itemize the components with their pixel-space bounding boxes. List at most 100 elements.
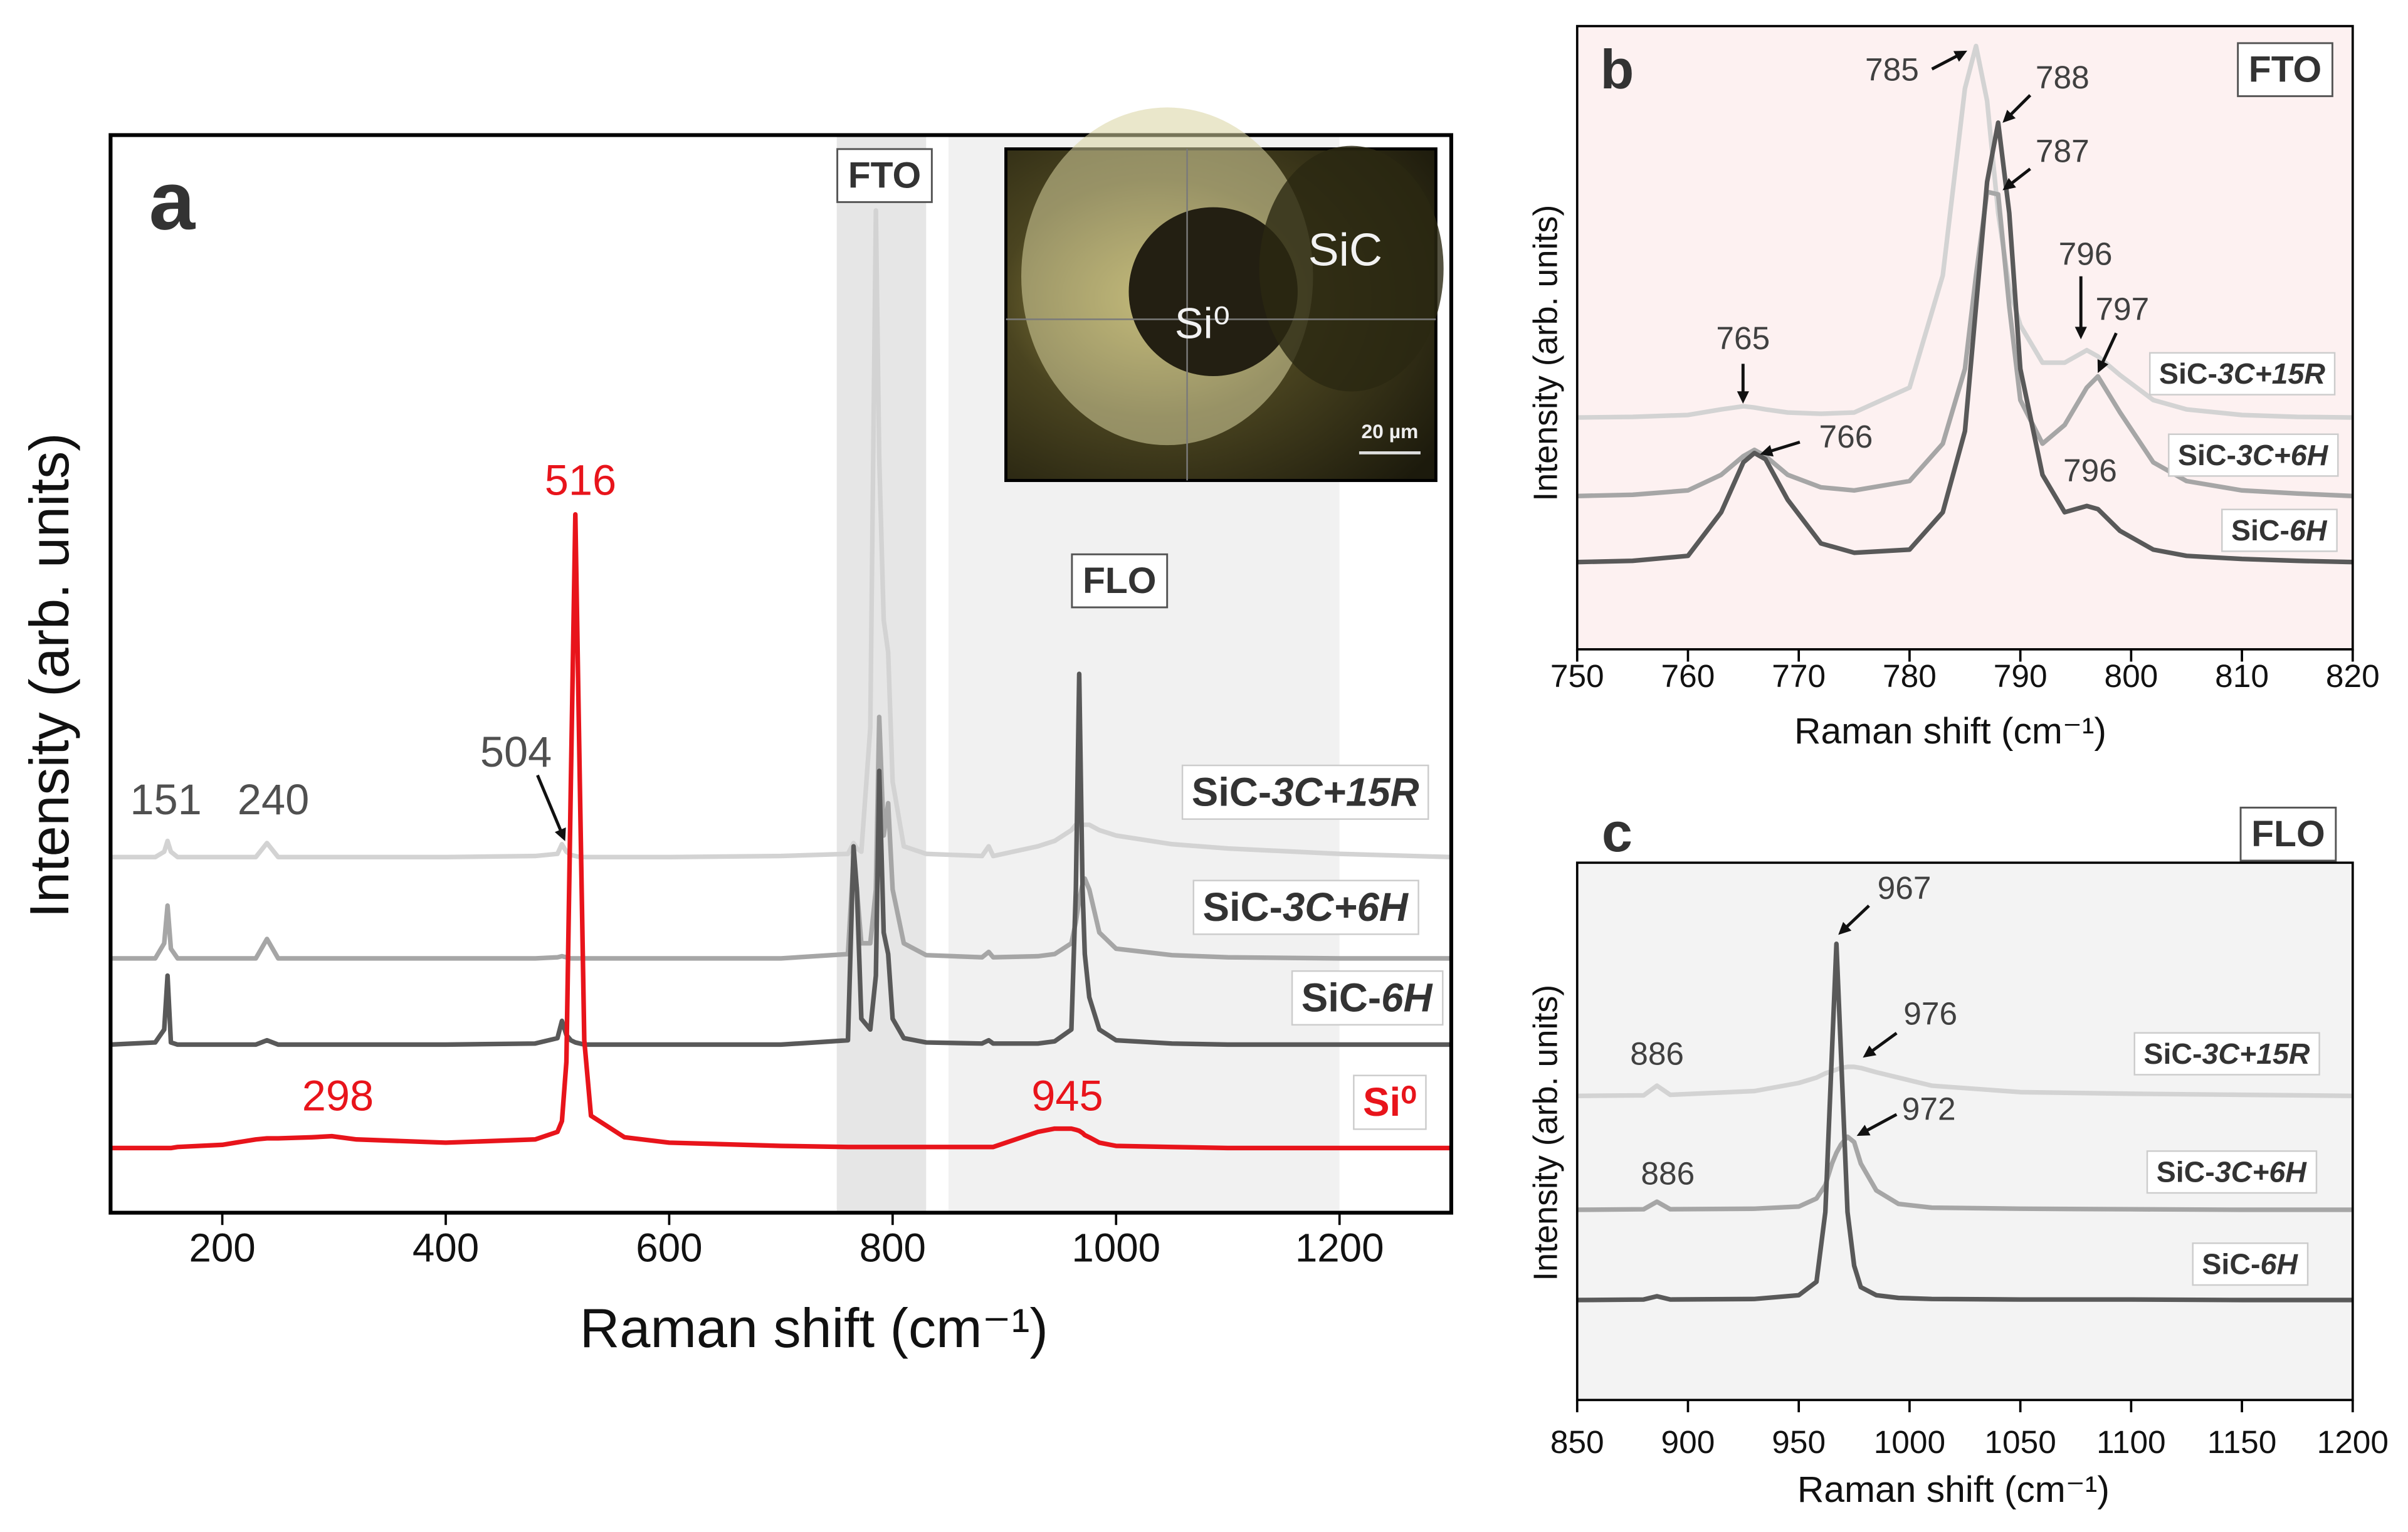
- x-tick-label: 1100: [2096, 1424, 2166, 1460]
- y-axis-title: Intensity (arb. units): [1527, 205, 1564, 501]
- legend-label: SiC-6H: [1301, 976, 1434, 1020]
- region-label: FLO: [1083, 560, 1157, 601]
- peak-label: 945: [1031, 1072, 1103, 1120]
- arrow-head: [1760, 444, 1774, 457]
- x-tick-label: 200: [189, 1226, 255, 1271]
- x-tick-label: 760: [1661, 658, 1715, 694]
- peak-label: 785: [1865, 51, 1919, 88]
- y-axis-title: Intensity (arb. units): [18, 433, 80, 918]
- spectrum-line: [1577, 1134, 2353, 1212]
- panel-letter: c: [1602, 801, 1632, 863]
- legend-box: [1181, 764, 1429, 820]
- peak-label: 796: [2059, 236, 2113, 272]
- legend-label: SiC-3C+15R: [1192, 770, 1419, 814]
- photo-shadow: [1259, 145, 1444, 392]
- arrow-head: [554, 827, 566, 841]
- region-label: FTO: [848, 155, 921, 196]
- x-tick-label: 400: [413, 1226, 479, 1271]
- x-axis-title: Raman shift (cm⁻¹): [1797, 1469, 2110, 1510]
- photo-inclusion: [1128, 207, 1298, 376]
- legend-box: [2146, 1150, 2318, 1194]
- x-tick-label: 1200: [2317, 1424, 2389, 1460]
- y-axis-title: Intensity (arb. units): [1527, 985, 1564, 1281]
- legend-label: Si⁰: [1363, 1080, 1417, 1125]
- legend-box: [2192, 1242, 2309, 1286]
- x-tick-label: 850: [1550, 1424, 1604, 1460]
- x-tick-label: 1050: [1984, 1424, 2056, 1460]
- arrow-shaft: [2010, 167, 2031, 185]
- x-tick-label: 810: [2215, 658, 2269, 694]
- arrow-head: [1856, 1125, 1871, 1136]
- plot-background: [1577, 26, 2353, 649]
- region-label: FTO: [2249, 50, 2321, 90]
- legend-label: SiC-3C+6H: [2157, 1156, 2308, 1188]
- x-tick-label: 780: [1883, 658, 1937, 694]
- legend-box: [2168, 433, 2339, 477]
- arrow-head: [2002, 177, 2016, 191]
- plot-frame: [1575, 24, 2354, 651]
- x-tick-label: 900: [1661, 1424, 1715, 1460]
- legend-label: SiC-3C+6H: [2178, 439, 2329, 471]
- arrow-shaft: [1845, 905, 1870, 929]
- x-tick-label: 820: [2326, 658, 2380, 694]
- peak-label: 788: [2036, 59, 2090, 95]
- region-label: FLO: [2251, 814, 2325, 854]
- x-tick-label: 750: [1550, 658, 1604, 694]
- legend-label: SiC-3C+15R: [2159, 357, 2325, 390]
- legend-box: [2221, 508, 2338, 552]
- peak-label: 796: [2063, 452, 2117, 488]
- legend-label: SiC-3C+15R: [2143, 1037, 2310, 1070]
- legend-box: [2148, 352, 2336, 396]
- arrow-shaft: [1865, 1113, 1898, 1132]
- legend-label: SiC-3C+6H: [1202, 885, 1409, 930]
- x-tick-label: 800: [860, 1226, 926, 1271]
- plot-frame: [108, 133, 1453, 1215]
- peak-label: 886: [1641, 1155, 1695, 1191]
- arrow-shaft: [2009, 94, 2032, 117]
- x-tick-label: 1000: [1071, 1226, 1160, 1271]
- spectrum-line: [110, 208, 1451, 859]
- peak-label: 504: [480, 728, 552, 776]
- inset-photo: SiC Si⁰ 20 µm: [1004, 107, 1444, 482]
- legend-label: SiC-6H: [2202, 1248, 2298, 1281]
- panel-letter: b: [1601, 38, 1634, 100]
- peak-label: 516: [545, 456, 616, 505]
- legend-box: [2133, 1032, 2320, 1076]
- spectrum-line: [110, 512, 1451, 1151]
- peak-label: 797: [2095, 291, 2149, 327]
- peak-label: 967: [1878, 869, 1932, 906]
- inset-label: Si⁰: [1175, 300, 1230, 348]
- peak-label: 976: [1903, 995, 1957, 1032]
- region-label-box: [2237, 42, 2333, 97]
- inset-label: SiC: [1308, 223, 1382, 275]
- x-tick-label: 800: [2104, 658, 2158, 694]
- legend-label: SiC-6H: [2231, 514, 2328, 547]
- peak-label: 765: [1716, 320, 1770, 356]
- spectrum-line: [1577, 43, 2353, 420]
- arrow-head: [2002, 110, 2016, 123]
- spectrum-line: [110, 671, 1451, 1047]
- arrow-shaft: [536, 774, 562, 832]
- region-label-box: [836, 148, 933, 203]
- x-axis-title: Raman shift (cm⁻¹): [580, 1297, 1048, 1359]
- arrow-head: [2074, 327, 2087, 340]
- peak-label: 298: [302, 1072, 374, 1120]
- x-tick-label: 600: [636, 1226, 702, 1271]
- region-label-box: [1071, 553, 1169, 609]
- arrow-head: [2097, 359, 2109, 374]
- x-tick-label: 1150: [2207, 1424, 2277, 1460]
- region-label-box: [2239, 806, 2337, 862]
- legend-box: [1353, 1074, 1427, 1130]
- inset-label: 20 µm: [1361, 420, 1418, 443]
- arrow-head: [1737, 391, 1749, 404]
- shaded-region: [836, 135, 927, 1213]
- arrow-head: [1838, 921, 1852, 935]
- panel-letter: a: [149, 155, 196, 248]
- peak-label: 240: [238, 775, 309, 824]
- peak-label: 972: [1902, 1091, 1956, 1127]
- spectrum-line: [1577, 120, 2353, 565]
- peak-label: 151: [130, 775, 201, 824]
- arrow-head: [1953, 50, 1967, 62]
- plot-frame: [1575, 861, 2354, 1402]
